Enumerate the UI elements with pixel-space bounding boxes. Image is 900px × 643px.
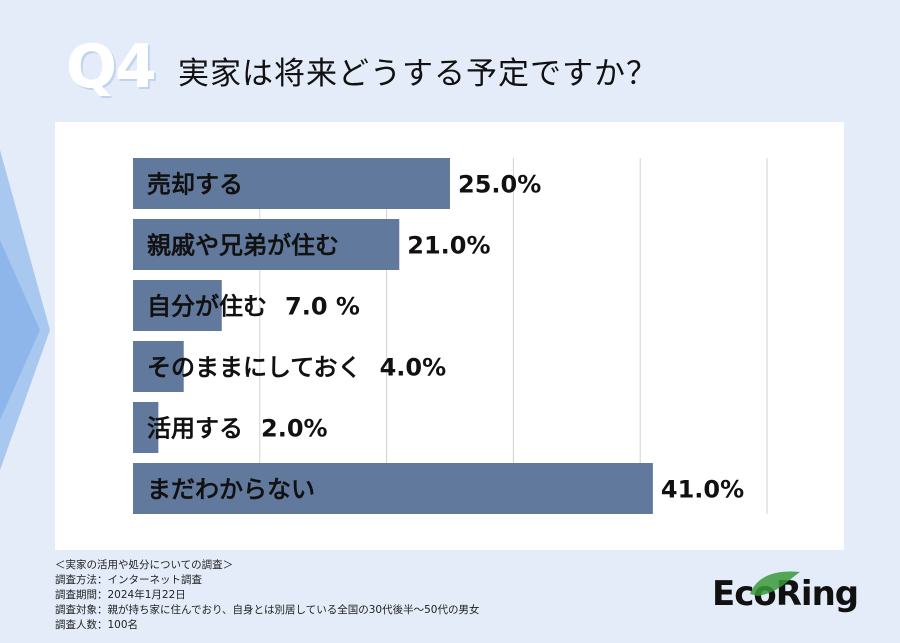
value-label: 21.0% (407, 232, 490, 260)
bar (133, 280, 222, 331)
value-label: 25.0% (458, 171, 541, 199)
question-badge: Q4 (66, 32, 157, 102)
bar-chart: 売却する 25.0% 親戚や兄弟が住む 21.0% 自分が住む 7.0 % そのままにしてお… (133, 158, 768, 514)
survey-notes: ＜実家の活用や処分についての調査＞ 調査方法：インターネット調査 調査期間：20… (55, 558, 479, 633)
bar (133, 463, 653, 514)
survey-note-line: 調査方法：インターネット調査 (55, 574, 202, 586)
category-label: 自分が住む (147, 293, 267, 321)
bar (133, 219, 400, 270)
category-label: まだわからない (147, 476, 315, 504)
category-label: 売却する (147, 171, 243, 199)
survey-note-line: 調査対象：親が持ち家に住んでおり、自身とは別居している全国の30代後半〜50代の… (55, 604, 480, 616)
bar (133, 402, 159, 453)
category-label: 親戚や兄弟が住む (147, 232, 339, 260)
value-label: 4.0% (380, 354, 447, 382)
survey-note-line: 調査期間：2024年1月22日 (55, 589, 186, 601)
chart-panel: 売却する 25.0% 親戚や兄弟が住む 21.0% 自分が住む 7.0 % そのままにしてお… (55, 122, 844, 550)
category-label: 活用する (147, 415, 243, 443)
value-label: 2.0% (261, 415, 328, 443)
bar (133, 341, 184, 392)
value-label: 7.0 % (285, 293, 360, 321)
value-label: 41.0% (661, 476, 744, 504)
category-label: そのままにしておく (147, 354, 362, 382)
bar (133, 158, 450, 209)
leaf-icon (750, 571, 800, 596)
survey-note-line: 調査人数：100名 (55, 619, 139, 631)
survey-note-line: ＜実家の活用や処分についての調査＞ (55, 559, 234, 571)
page-title: 実家は将来どうする予定ですか？ (178, 56, 658, 92)
